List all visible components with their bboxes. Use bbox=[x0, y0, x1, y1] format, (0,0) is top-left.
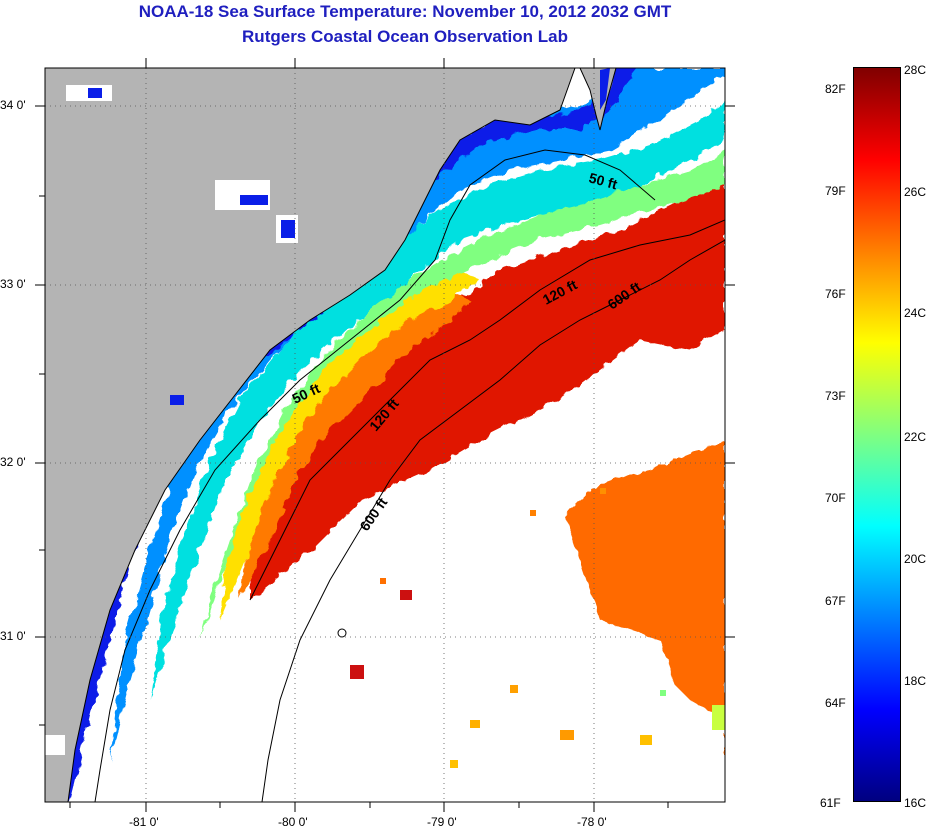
sound-water bbox=[600, 68, 610, 110]
contour-120ft bbox=[249, 219, 725, 601]
colorbar-c-28: 28C bbox=[904, 63, 927, 77]
graticule bbox=[45, 68, 725, 802]
colorbar-f-73: 73F bbox=[825, 389, 846, 403]
lat-label-33: 33 0' bbox=[0, 277, 26, 291]
lon-label-81: -81 0' bbox=[129, 815, 159, 829]
plot-frame bbox=[44, 67, 726, 803]
lat-label-31: 31 0' bbox=[0, 629, 26, 643]
colorbar-f-70: 70F bbox=[825, 491, 846, 505]
colorbar-c-26: 26C bbox=[904, 185, 927, 199]
colorbar-c-16: 16C bbox=[904, 796, 927, 810]
colorbar-f-76: 76F bbox=[825, 287, 846, 301]
colorbar-f-67: 67F bbox=[825, 594, 846, 608]
contour-label-50-north: 50 ft bbox=[587, 169, 619, 192]
cloud-south-west bbox=[150, 700, 250, 802]
sst-map: 50 ft 50 ft 120 ft 120 ft 600 ft 600 ft bbox=[35, 58, 735, 812]
contour-50ft bbox=[94, 149, 656, 802]
lat-label-34: 34 0' bbox=[0, 98, 26, 112]
land-mass bbox=[45, 68, 616, 802]
map-title: NOAA-18 Sea Surface Temperature: Novembe… bbox=[138, 2, 672, 21]
colorbar-c-18: 18C bbox=[904, 674, 927, 688]
contour-600ft bbox=[261, 239, 725, 802]
sst-cyan-band bbox=[150, 100, 725, 700]
lon-label-78: -78 0' bbox=[577, 815, 607, 829]
temperature-colorbar bbox=[853, 67, 901, 802]
colorbar-c-22: 22C bbox=[904, 430, 927, 444]
colorbar-f-64: 64F bbox=[825, 696, 846, 710]
colorbar-f-82: 82F bbox=[825, 82, 846, 96]
lat-label-32: 32 0' bbox=[0, 455, 26, 469]
sst-red-gulfstream bbox=[250, 180, 725, 600]
colorbar-f-79: 79F bbox=[825, 184, 846, 198]
scattered-pixels bbox=[350, 488, 725, 768]
colorbar-c-24: 24C bbox=[904, 306, 927, 320]
colorbar-f-61: 61F bbox=[820, 796, 841, 810]
colorbar-c-20: 20C bbox=[904, 552, 927, 566]
axis-ticks bbox=[35, 58, 735, 812]
lon-label-79: -79 0' bbox=[427, 815, 457, 829]
coastline bbox=[67, 68, 576, 802]
cloud-mask bbox=[240, 370, 725, 802]
sst-orange-east bbox=[560, 440, 725, 760]
lon-label-80: -80 0' bbox=[278, 815, 308, 829]
map-subtitle: Rutgers Coastal Ocean Observation Lab bbox=[242, 27, 568, 46]
sst-green-band bbox=[200, 150, 725, 640]
inland-lakes bbox=[45, 85, 298, 755]
